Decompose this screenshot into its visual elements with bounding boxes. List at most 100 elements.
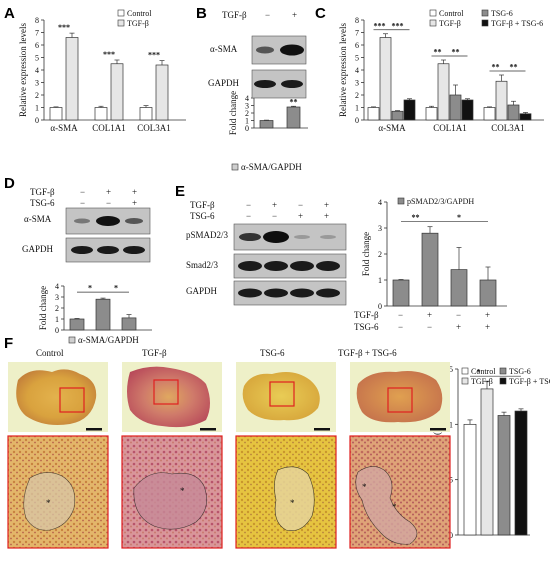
y-tick-label: 0 — [35, 116, 39, 125]
significance-label: *** — [374, 21, 386, 30]
bar — [403, 99, 416, 121]
blot-d-row-1: α-SMA — [24, 214, 52, 224]
legend-label: Control — [471, 367, 496, 376]
bar — [379, 37, 392, 121]
bar — [391, 110, 404, 121]
significance-label: * — [457, 213, 461, 222]
scale-bar — [200, 428, 216, 431]
y-axis-label: Fold change — [228, 91, 238, 135]
bar — [495, 80, 508, 121]
legend-swatch — [481, 9, 489, 17]
blot-d-band — [74, 218, 90, 224]
significance-label: *** — [58, 23, 70, 32]
tissue-outline — [355, 466, 418, 545]
y-tick-label: 5 — [355, 54, 359, 63]
y-tick-label: 4 — [378, 198, 382, 207]
significance-label: ** — [412, 213, 420, 222]
x-tick-label: COL3A1 — [137, 123, 171, 133]
chart-e-signs: TGF-β TSG-6 − + − + − − + + — [354, 310, 490, 332]
legend-swatch — [117, 9, 125, 17]
bar — [421, 232, 439, 307]
legend-swatch — [461, 367, 469, 375]
asterisk-marker: * — [180, 486, 185, 496]
y-tick-label: 2 — [35, 91, 39, 100]
bar — [437, 63, 450, 121]
bar — [49, 107, 63, 121]
blot-e-row-2: Smad2/3 — [186, 260, 219, 270]
legend-label: TGF-β — [471, 377, 493, 386]
blot-e-tgfb-label: TGF-β — [190, 200, 215, 210]
significance-label: *** — [148, 51, 160, 60]
significance-label: * — [88, 284, 92, 293]
blot-e-band — [263, 231, 289, 243]
bar — [139, 107, 153, 121]
blot-d-tsg6-sign-3: + — [132, 198, 137, 208]
blot-b-sign-1: − — [265, 10, 270, 20]
significance-label: *** — [103, 50, 115, 59]
bar — [121, 317, 137, 331]
y-tick-label: 5 — [35, 54, 39, 63]
y-tick-label: 0 — [355, 116, 359, 125]
bar — [449, 94, 462, 121]
chart-e-tgfb-label: TGF-β — [354, 310, 379, 320]
blot-b-band — [254, 80, 276, 88]
panel-label-e: E — [175, 183, 185, 200]
legend-swatch — [429, 19, 437, 27]
legend-swatch — [499, 367, 507, 375]
blot-b-tgfb-label: TGF-β — [222, 10, 247, 20]
blot-e-tsg6-sign-3: + — [298, 211, 303, 221]
y-tick-label: 1 — [378, 276, 382, 285]
blot-d: TGF-β TSG-6 − + + − − + α-SMA GAPDH α-SM… — [22, 187, 151, 345]
y-tick-label: 1 — [35, 104, 39, 113]
bar — [519, 113, 532, 121]
y-tick-label: 1 — [55, 315, 59, 324]
legend-label: TGF-β + TSG-6 — [491, 19, 543, 28]
tissue-section — [356, 371, 443, 423]
y-tick-label: 8 — [355, 16, 359, 25]
y-tick-label: 6 — [35, 41, 39, 50]
significance-label: ** — [510, 63, 518, 72]
blot-d-tgfb-sign-1: − — [80, 187, 85, 197]
significance-label: *** — [392, 21, 404, 30]
x-tick-label: COL1A1 — [92, 123, 126, 133]
y-tick-label: 1 — [449, 420, 453, 429]
panel-label-f: F — [4, 335, 13, 352]
blot-e-band — [320, 235, 336, 239]
blot-e-band — [294, 235, 310, 239]
blot-b-row-1: α-SMA — [210, 44, 238, 54]
chart-b-xlabel: α-SMA/GAPDH — [241, 162, 302, 172]
y-tick-label: 0 — [55, 326, 59, 335]
blot-e-band — [316, 261, 340, 271]
blot-e-tsg6-label: TSG-6 — [190, 211, 215, 221]
scale-bar — [86, 428, 102, 431]
blot-d-tsg6-sign-2: − — [106, 198, 111, 208]
y-axis-label: Fold change — [38, 286, 48, 330]
y-tick-label: 1 — [245, 117, 249, 126]
y-tick-label: 3 — [55, 293, 59, 302]
bar — [425, 107, 438, 121]
asterisk-marker: * — [46, 498, 51, 508]
tissue-outline — [23, 472, 76, 531]
blot-d-band — [97, 246, 119, 254]
chart-e-tgfb-sign-1: − — [398, 310, 403, 320]
y-tick-label: 3 — [245, 102, 249, 111]
legend-label: Control — [127, 9, 152, 18]
blot-b-band — [256, 46, 274, 54]
chart-e-tsg6-sign-2: − — [427, 322, 432, 332]
y-tick-label: 7 — [35, 29, 39, 38]
y-tick-label: 3 — [35, 79, 39, 88]
x-tick-label: α-SMA — [50, 123, 78, 133]
significance-label: ** — [290, 97, 298, 106]
bar — [259, 120, 274, 129]
chart-e-tgfb-sign-2: + — [427, 310, 432, 320]
y-axis-label: Fold change — [361, 232, 371, 276]
blot-e-tgfb-sign-3: − — [298, 200, 303, 210]
blot-d-band — [71, 246, 93, 254]
y-tick-label: 3 — [355, 79, 359, 88]
blot-e-tsg6-sign-1: − — [246, 211, 251, 221]
legend-label: TSG-6 — [491, 9, 513, 18]
x-tick-label: COL3A1 — [491, 123, 525, 133]
